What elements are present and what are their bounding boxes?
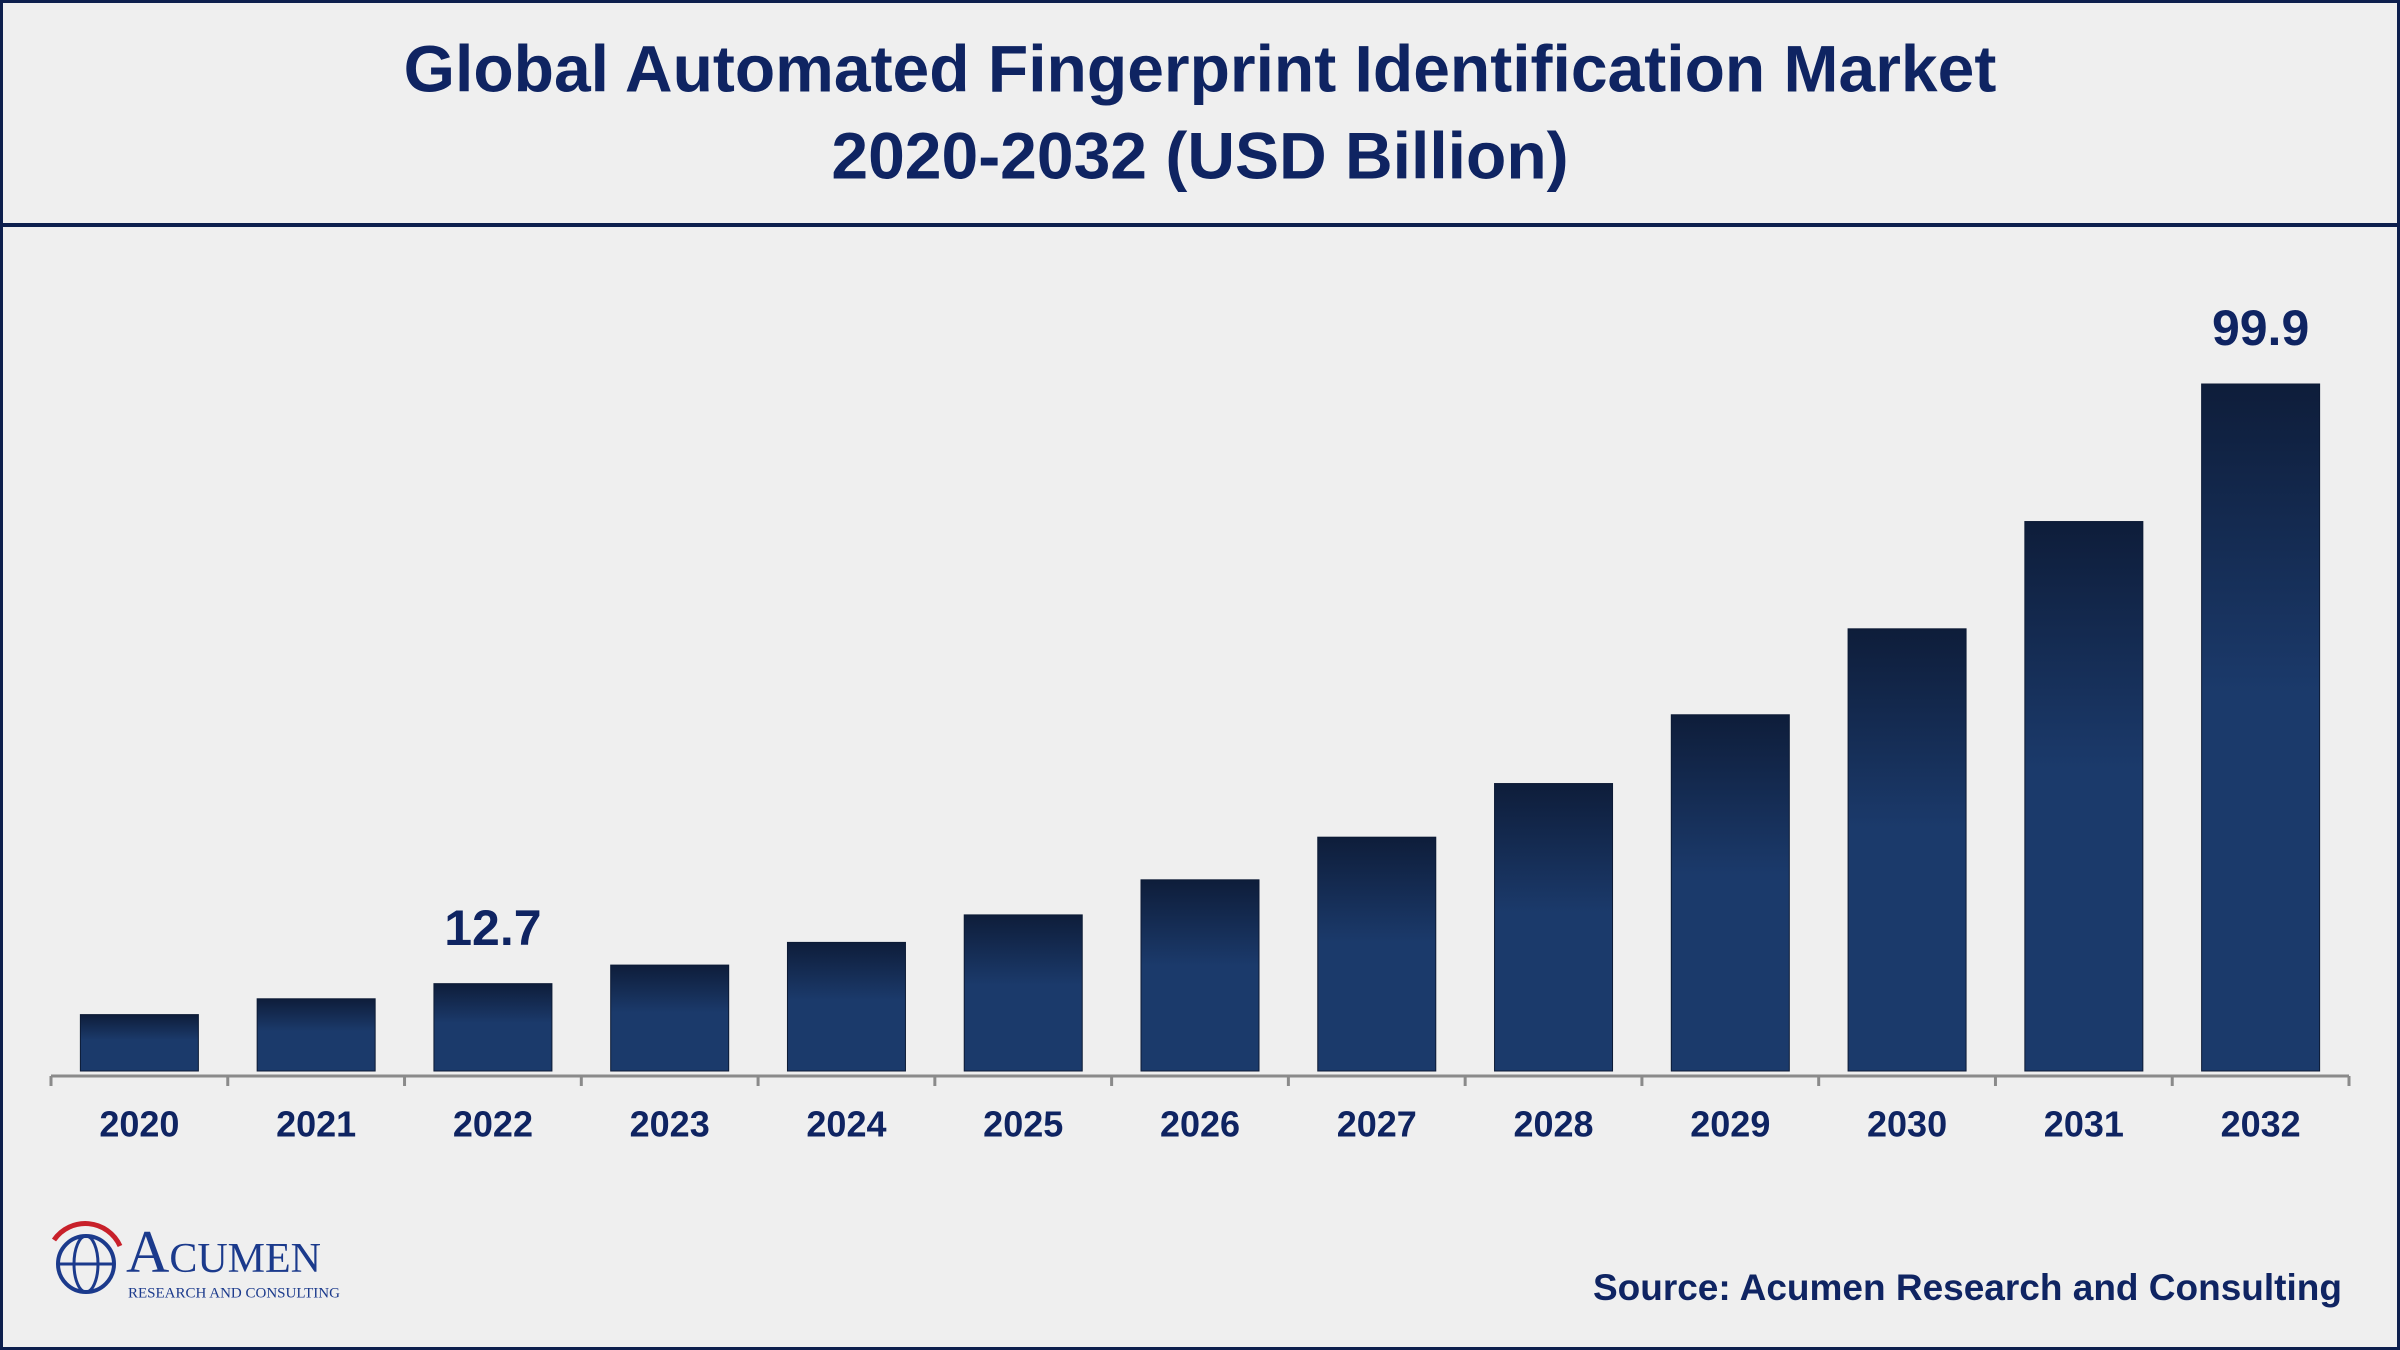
x-tick-label: 2030 (1867, 1104, 1947, 1145)
bar (433, 983, 553, 1072)
bar (1317, 836, 1437, 1072)
x-tick-label: 2032 (2221, 1104, 2301, 1145)
x-tick-label: 2021 (276, 1104, 356, 1145)
bar (1670, 714, 1790, 1072)
bar (1140, 879, 1260, 1072)
x-tick-label: 2023 (630, 1104, 710, 1145)
bar (1847, 628, 1967, 1072)
chart-subtitle: 2020-2032 (USD Billion) (831, 118, 1568, 192)
x-tick-label: 2022 (453, 1104, 533, 1145)
bar (79, 1014, 199, 1072)
data-label: 99.9 (2212, 300, 2309, 356)
bar (963, 914, 1083, 1072)
logo: Acumen RESEARCH AND CONSULTING (51, 1219, 340, 1301)
logo-tagline: RESEARCH AND CONSULTING (128, 1285, 340, 1301)
bar (1494, 783, 1614, 1072)
logo-swoosh (51, 1221, 123, 1248)
bar (610, 964, 730, 1072)
bar (786, 941, 906, 1072)
bar (256, 998, 376, 1072)
logo-name: Acumen (126, 1219, 321, 1285)
x-tick-label: 2025 (983, 1104, 1063, 1145)
chart-title: Global Automated Fingerprint Identificat… (404, 31, 1997, 105)
x-tick-label: 2026 (1160, 1104, 1240, 1145)
x-tick-label: 2020 (99, 1104, 179, 1145)
x-tick-label: 2029 (1690, 1104, 1770, 1145)
x-tick-label: 2027 (1337, 1104, 1417, 1145)
x-tick-label: 2024 (806, 1104, 886, 1145)
bar (2024, 521, 2144, 1072)
bar (2201, 383, 2321, 1072)
data-label: 12.7 (444, 900, 541, 956)
source-note: Source: Acumen Research and Consulting (1593, 1267, 2342, 1308)
x-tick-label: 2028 (1513, 1104, 1593, 1145)
x-tick-label: 2031 (2044, 1104, 2124, 1145)
